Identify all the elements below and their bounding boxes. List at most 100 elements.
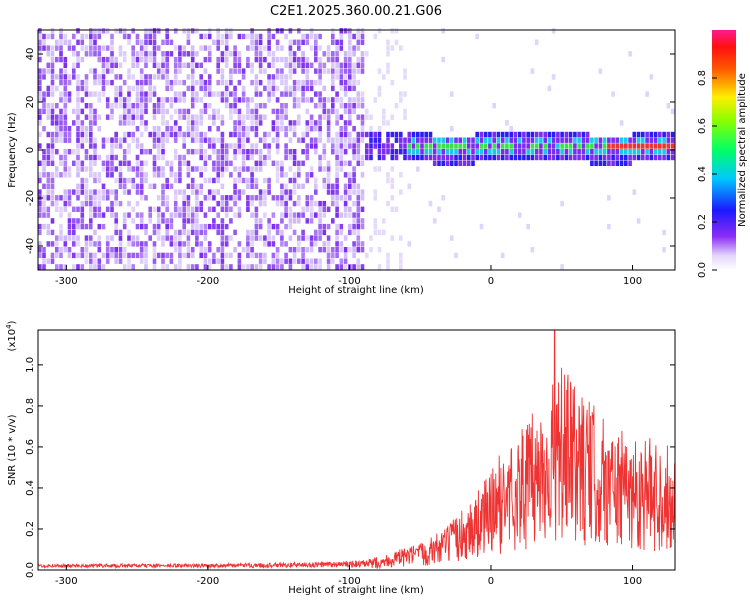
heatmap-cell (131, 120, 135, 126)
heatmap-cell (42, 33, 46, 40)
heatmap-cell (212, 39, 216, 45)
heatmap-cell (229, 252, 233, 259)
heatmap-cell (156, 154, 161, 161)
heatmap-cell (500, 154, 505, 161)
heatmap-cell (122, 108, 127, 115)
heatmap-cell (666, 149, 671, 155)
heatmap-cell (250, 195, 254, 201)
heatmap-cell (250, 252, 254, 259)
heatmap-cell (636, 143, 641, 149)
heatmap-cell (127, 120, 131, 126)
heatmap-cell (127, 177, 131, 184)
heatmap-cell (84, 51, 89, 57)
heatmap-cell (118, 91, 123, 97)
heatmap-cell (80, 56, 85, 63)
heatmap-cell (229, 51, 233, 57)
heatmap-cell (670, 149, 675, 155)
heatmap-cell (267, 28, 271, 34)
heatmap-cell (220, 218, 225, 224)
heatmap-cell (492, 154, 496, 161)
heatmap-cell (203, 160, 208, 166)
heatmap-cell (416, 137, 420, 143)
heatmap-cell (122, 223, 127, 230)
heatmap-cell (594, 160, 598, 166)
heatmap-cell (38, 33, 42, 40)
heatmap-cell (67, 79, 72, 86)
heatmap-cell (220, 183, 225, 189)
heatmap-cell (581, 149, 586, 155)
heatmap-cell (224, 91, 229, 97)
heatmap-cell (594, 143, 598, 149)
heatmap-cell (263, 195, 267, 201)
heatmap-cell (59, 160, 63, 166)
heatmap-cell (203, 33, 208, 40)
heatmap-cell (76, 103, 80, 109)
heatmap-cell (539, 137, 543, 143)
heatmap-cell (190, 97, 195, 103)
heatmap-cell (118, 229, 123, 236)
heatmap-cell (288, 206, 293, 212)
heatmap-cell (611, 143, 615, 149)
heatmap-cell (309, 33, 314, 40)
heatmap-cell (254, 45, 259, 51)
heatmap-cell (118, 258, 123, 264)
heatmap-cell (190, 177, 195, 184)
heatmap-cell (237, 172, 242, 178)
heatmap-cell (156, 108, 161, 115)
heatmap-cell (309, 264, 314, 270)
heatmap-cell (250, 166, 254, 172)
heatmap-cell (326, 120, 331, 126)
heatmap-cell (224, 97, 229, 103)
heatmap-cell (156, 143, 161, 149)
heatmap-cell (135, 223, 140, 230)
heatmap-cell (492, 131, 496, 138)
heatmap-cell (505, 131, 509, 138)
heatmap-cell (254, 91, 259, 97)
heatmap-cell (76, 28, 80, 34)
heatmap-cell (441, 28, 445, 34)
heatmap-cell (42, 247, 46, 253)
heatmap-cell (348, 223, 352, 230)
heatmap-cell (356, 97, 361, 103)
heatmap-cell (212, 258, 216, 264)
heatmap-cell (63, 39, 68, 45)
heatmap-cell (373, 33, 378, 40)
heatmap-cell (186, 247, 191, 253)
heatmap-cell (237, 62, 242, 68)
heatmap-cell (161, 114, 165, 120)
heatmap-cell (590, 149, 594, 155)
heatmap-cell (428, 143, 433, 149)
heatmap-cell (305, 195, 310, 201)
heatmap-cell (55, 131, 59, 138)
heatmap-cell (365, 131, 369, 138)
heatmap-cell (152, 62, 157, 68)
heatmap-cell (492, 137, 496, 143)
heatmap-cell (152, 258, 157, 264)
heatmap-cell (365, 252, 369, 259)
heatmap-cell (220, 33, 225, 40)
heatmap-cell (301, 39, 305, 45)
heatmap-cell (339, 103, 344, 109)
heatmap-cell (178, 56, 182, 63)
heatmap-cell (233, 91, 237, 97)
heatmap-cell (203, 137, 208, 143)
heatmap-cell (122, 131, 127, 138)
heatmap-cell (348, 120, 352, 126)
heatmap-cell (500, 252, 505, 259)
heatmap-cell (148, 206, 152, 212)
heatmap-cell (258, 235, 263, 241)
heatmap-cell (250, 154, 254, 161)
heatmap-cell (352, 166, 356, 172)
heatmap-cell (258, 62, 263, 68)
heatmap-cell (89, 212, 93, 218)
heatmap-cell (284, 252, 288, 259)
heatmap-cell (343, 85, 348, 92)
heatmap-cell (178, 160, 182, 166)
heatmap-cell (173, 206, 178, 212)
heatmap-cell (114, 91, 118, 97)
heatmap-cell (390, 149, 395, 155)
heatmap-cell (114, 131, 118, 138)
heatmap-cell (386, 51, 390, 57)
heatmap-cell (182, 189, 186, 195)
heatmap-cell (284, 74, 288, 80)
